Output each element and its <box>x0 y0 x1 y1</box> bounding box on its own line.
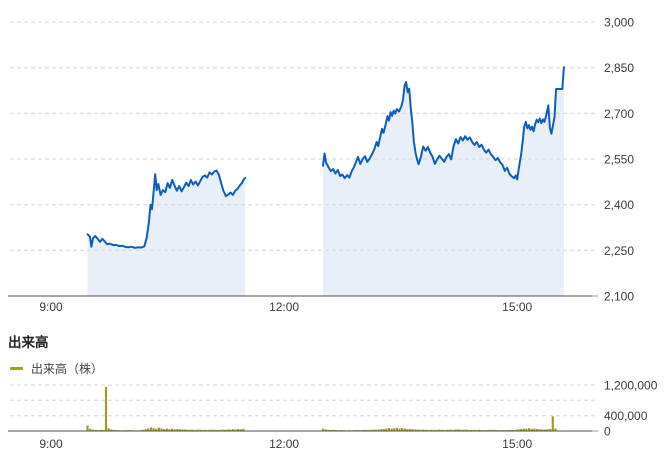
price-y-tick-label: 2,700 <box>604 107 634 121</box>
price-line-afternoon <box>322 66 565 181</box>
price-y-tick-label: 2,850 <box>604 61 634 75</box>
volume-legend[interactable]: 出来高（株） <box>10 360 103 377</box>
price-y-tick-label: 2,400 <box>604 198 634 212</box>
price-line-morning <box>86 169 247 249</box>
volume-x-tick-label: 9:00 <box>39 437 63 451</box>
volume-x-tick-label: 12:00 <box>269 437 299 451</box>
price-area-morning <box>87 170 246 296</box>
volume-legend-label: 出来高（株） <box>31 362 104 376</box>
price-x-tick-label: 12:00 <box>269 300 299 314</box>
volume-y-tick-label: 400,000 <box>604 409 648 423</box>
price-y-tick-label: 3,000 <box>604 16 634 30</box>
volume-y-tick-label: 1,200,000 <box>604 379 658 393</box>
volume-y-tick-label: 0 <box>604 425 611 439</box>
price-x-tick-label: 15:00 <box>502 300 532 314</box>
price-y-tick-label: 2,100 <box>604 290 634 304</box>
volume-section-title: 出来高 <box>8 335 49 350</box>
volume-bars-afternoon <box>321 416 557 431</box>
price-y-tick-label: 2,550 <box>604 153 634 167</box>
volume-bars-morning <box>86 386 245 431</box>
price-x-tick-label: 9:00 <box>39 300 63 314</box>
price-chart[interactable]: 2,100 2,250 2,400 2,550 2,700 2,850 3,000 9:00 1… <box>0 0 667 330</box>
price-area-afternoon <box>323 67 564 296</box>
volume-x-tick-label: 15:00 <box>502 437 532 451</box>
price-y-tick-label: 2,250 <box>604 244 634 258</box>
volume-legend-swatch <box>10 367 23 370</box>
volume-chart[interactable]: 0 400,000 1,200,000 9:00 12:00 15:00 <box>0 375 667 465</box>
